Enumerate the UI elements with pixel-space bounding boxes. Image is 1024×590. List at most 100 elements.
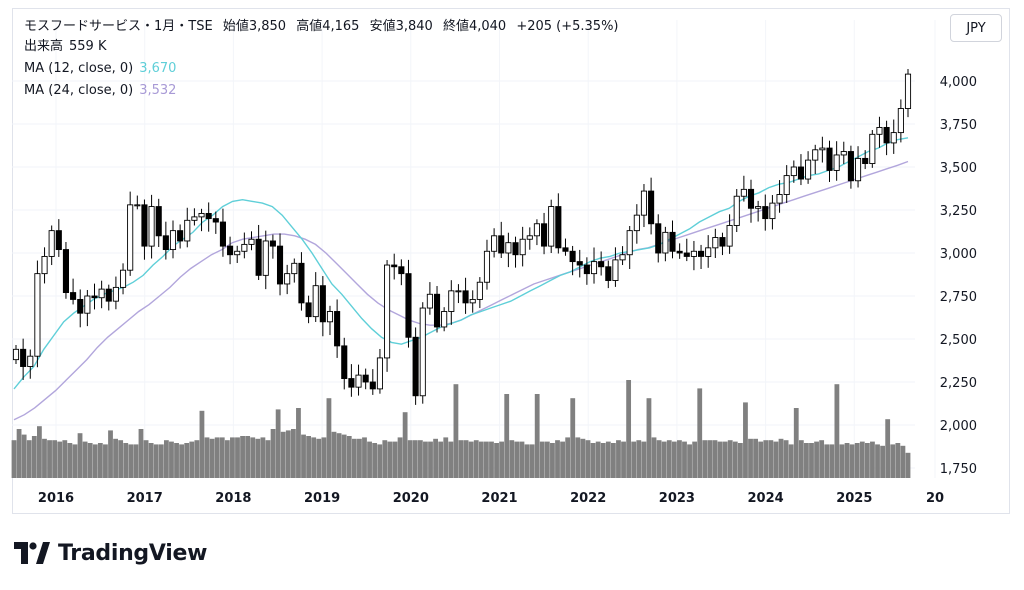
candle <box>27 355 34 367</box>
candle <box>91 295 98 299</box>
candle <box>897 108 904 134</box>
volume-bar <box>737 443 743 478</box>
time-axis: 2016 2017 2018 2019 2020 2021 2022 2023 2024 2025… <box>38 491 944 506</box>
candles <box>12 68 912 405</box>
candle <box>854 157 862 182</box>
volume-bar <box>555 440 560 478</box>
volume-bar <box>798 440 804 478</box>
candle <box>648 190 655 225</box>
volume-bar <box>11 440 17 478</box>
volume-bar <box>758 441 764 478</box>
candle <box>412 336 419 397</box>
ma12-legend[interactable]: MA (12, close, 0) 3,670 <box>24 60 182 78</box>
candle <box>191 216 198 221</box>
candle <box>805 159 812 180</box>
candle <box>755 206 762 209</box>
volume-bar <box>169 441 174 478</box>
candle <box>869 133 876 165</box>
price-axis: 4,000 3,750 3,500 3,250 3,000 2,750 2,500 2,250… <box>940 75 977 477</box>
volume-bar <box>189 441 195 478</box>
volume-bar <box>636 440 642 478</box>
ma12-label: MA (12, close, 0) <box>24 61 134 76</box>
volume-bar <box>331 431 337 478</box>
volume-bar <box>844 443 850 478</box>
volume-bar <box>417 440 423 478</box>
candle <box>348 378 355 388</box>
tradingview-wordmark: TradingView <box>58 540 208 566</box>
open-value: 3,850 <box>248 19 287 34</box>
candle <box>184 219 191 242</box>
candle <box>362 374 369 383</box>
volume-legend: 出来高 559 K <box>24 38 113 56</box>
volume-bar <box>732 441 738 478</box>
volume-bar <box>158 444 164 478</box>
volume-bar <box>788 444 794 478</box>
candle <box>783 175 790 195</box>
volume-bar <box>641 441 647 478</box>
y-tick-label: 2,500 <box>940 333 977 348</box>
volume-bar <box>575 437 581 478</box>
price-chart[interactable]: 4,000 3,750 3,500 3,250 3,000 2,750 2,500 2,250… <box>0 0 1024 520</box>
volume-bar <box>849 444 855 478</box>
candle <box>141 204 148 247</box>
symbol-title: モスフードサービス・1月・TSE <box>24 19 213 34</box>
currency-button[interactable]: JPY <box>950 14 1002 42</box>
volume-bar <box>514 441 520 478</box>
volume-bar <box>306 436 312 478</box>
volume-bar <box>671 441 677 478</box>
candle <box>20 348 27 367</box>
volume-bar <box>224 440 230 478</box>
candle <box>419 307 426 397</box>
volume-bar <box>529 444 535 478</box>
candle <box>77 298 84 314</box>
volume-bar <box>428 441 433 478</box>
ma12-line <box>13 137 909 390</box>
volume-bar <box>260 437 266 478</box>
y-tick-label: 2,250 <box>940 376 977 391</box>
volume-bar <box>610 443 616 478</box>
volume-bar <box>285 430 291 478</box>
volume-bar <box>697 388 703 478</box>
volume-bar <box>646 398 652 478</box>
volume-bar <box>336 433 342 478</box>
volume-bar <box>753 438 759 478</box>
candle <box>583 264 590 275</box>
volume-bar <box>153 444 159 478</box>
volume-bar <box>82 441 88 478</box>
volume-bar <box>372 443 378 478</box>
volume-bar <box>509 440 515 478</box>
candle <box>284 273 291 285</box>
volume-bar <box>656 440 662 478</box>
volume-bar <box>209 438 215 478</box>
volume-bar <box>890 444 896 478</box>
candle <box>519 238 526 256</box>
volume-bar <box>565 437 571 478</box>
x-tick-label: 2020 <box>393 491 429 506</box>
candle <box>391 264 398 268</box>
candle <box>505 242 512 254</box>
volume-bar <box>97 443 103 478</box>
tradingview-logo[interactable]: TradingView <box>14 536 207 570</box>
volume-bar <box>148 443 154 478</box>
volume-bar <box>36 426 42 478</box>
volume-bar <box>311 437 317 478</box>
volume-bar <box>423 441 428 478</box>
volume-bar <box>72 444 78 478</box>
y-tick-label: 2,750 <box>940 290 977 305</box>
candle <box>134 204 141 207</box>
y-tick-label: 3,000 <box>940 247 977 262</box>
candle <box>326 311 334 323</box>
high-label: 高値 <box>296 19 323 34</box>
ma24-legend[interactable]: MA (24, close, 0) 3,532 <box>24 82 182 100</box>
volume-bar <box>113 438 118 478</box>
volume-bar <box>143 440 149 478</box>
volume-bar <box>595 441 601 478</box>
candle <box>819 147 826 151</box>
candle <box>291 262 298 275</box>
volume-bar <box>829 444 835 478</box>
candle <box>812 149 819 161</box>
volume-bar <box>839 444 845 478</box>
volume-bar <box>392 441 398 478</box>
volume-bar <box>235 437 240 478</box>
candle <box>512 242 519 256</box>
